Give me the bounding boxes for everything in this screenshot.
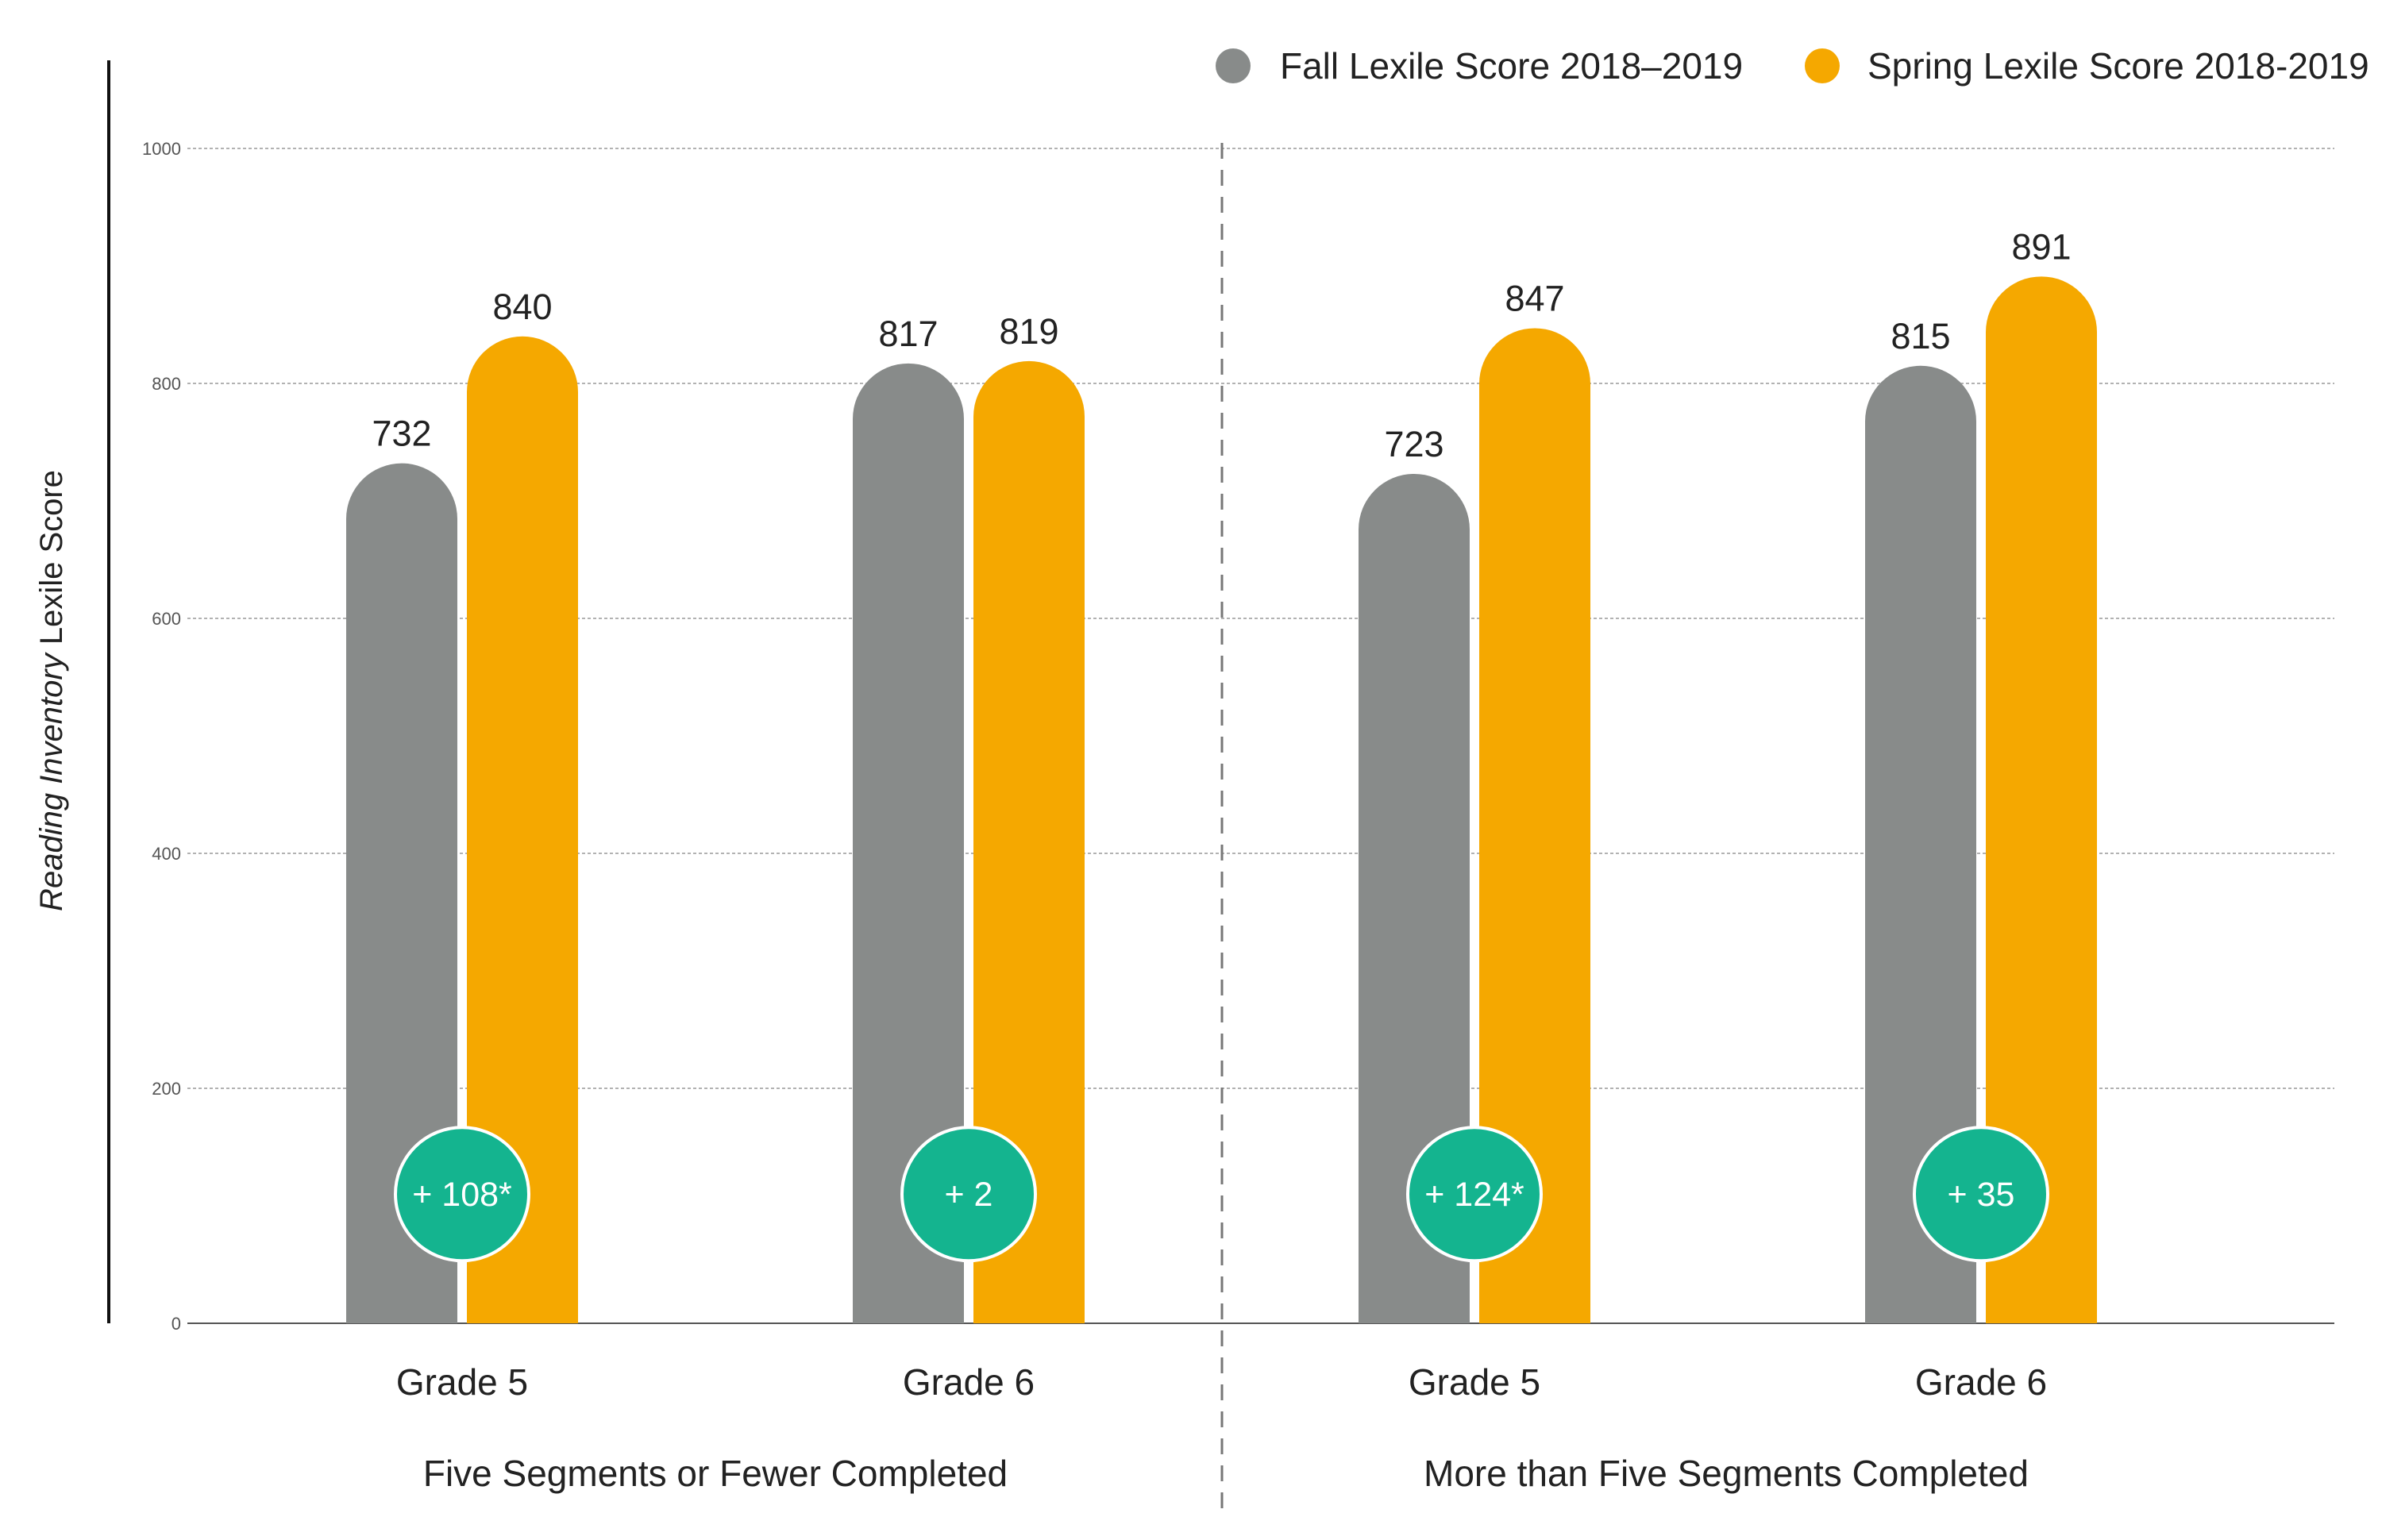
bar-fall [346, 463, 457, 1323]
category-label: Grade 6 [1915, 1361, 2047, 1403]
gain-badge [1913, 1126, 2049, 1263]
value-label-fall: 815 [1891, 316, 1950, 356]
bar-spring [973, 360, 1085, 1323]
gain-badges: + 108* + 2 + 124* + 35 [394, 1126, 2049, 1263]
value-label-spring: 840 [492, 287, 552, 327]
legend-spring-swatch [1805, 48, 1840, 83]
category-label: Grade 5 [396, 1361, 528, 1403]
y-tick-label: 0 [172, 1314, 181, 1334]
legend-fall-label: Fall Lexile Score 2018–2019 [1280, 45, 1743, 87]
bar-spring [1479, 328, 1590, 1324]
y-tick-label: 600 [152, 609, 181, 629]
gain-badge-label: + 2 [945, 1176, 993, 1214]
gain-badge [394, 1126, 530, 1263]
y-tick-label: 400 [152, 844, 181, 864]
gain-badge [1406, 1126, 1543, 1263]
y-axis-ticks: 0 200 400 600 800 1000 [142, 139, 181, 1334]
gain-badge-label: + 108* [412, 1176, 512, 1214]
gain-badge [900, 1126, 1037, 1263]
y-axis-title-rest: Lexile Score [34, 470, 69, 653]
y-tick-label: 800 [152, 374, 181, 394]
legend: Fall Lexile Score 2018–2019 Spring Lexil… [1216, 45, 2369, 87]
category-label: Grade 6 [903, 1361, 1035, 1403]
value-label-spring: 891 [2011, 226, 2071, 267]
category-label: Grade 5 [1409, 1361, 1540, 1403]
bars [346, 276, 2097, 1324]
value-label-fall: 723 [1384, 424, 1443, 464]
gain-badge-label: + 35 [1948, 1176, 2015, 1214]
y-tick-label: 1000 [142, 139, 181, 159]
bar-fall [1359, 473, 1470, 1323]
bar-spring [1986, 276, 2097, 1323]
value-label-fall: 732 [372, 414, 431, 454]
bar-fall [853, 363, 964, 1323]
group-label: More than Five Segments Completed [1424, 1453, 2029, 1494]
bar-fall [1865, 365, 1976, 1323]
group-label: Five Segments or Fewer Completed [423, 1453, 1008, 1494]
legend-spring-label: Spring Lexile Score 2018-2019 [1867, 45, 2369, 87]
bar-spring [467, 336, 578, 1323]
y-axis-title: Reading Inventory Lexile Score [34, 470, 69, 911]
value-label-spring: 819 [999, 311, 1058, 352]
value-label-spring: 847 [1505, 278, 1564, 318]
legend-fall-swatch [1216, 48, 1251, 83]
labels: 732 840 Grade 5 817 819 Grade 6 Five Segments … [372, 226, 2071, 1494]
y-axis-title-italic: Reading Inventory [34, 651, 69, 911]
value-label-fall: 817 [878, 314, 938, 354]
gain-badge-label: + 124* [1424, 1176, 1524, 1214]
y-tick-label: 200 [152, 1079, 181, 1099]
